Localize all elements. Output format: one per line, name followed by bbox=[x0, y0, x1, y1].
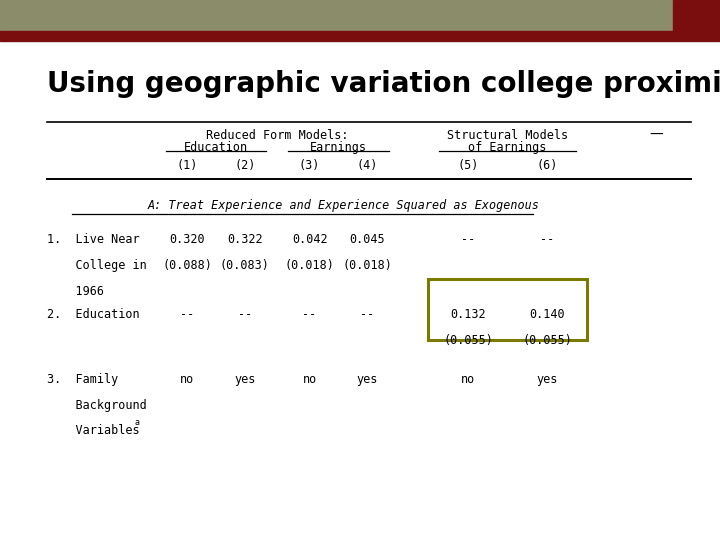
Text: no: no bbox=[302, 373, 317, 386]
Text: 0.320: 0.320 bbox=[169, 233, 205, 246]
Bar bbox=[428, 279, 587, 340]
Bar bbox=[0, 31, 720, 41]
Bar bbox=[673, 0, 720, 31]
Text: Background: Background bbox=[47, 399, 147, 411]
Text: 0.140: 0.140 bbox=[529, 308, 565, 321]
Text: 2.  Education: 2. Education bbox=[47, 308, 140, 321]
Text: (0.018): (0.018) bbox=[342, 259, 392, 272]
Text: no: no bbox=[180, 373, 194, 386]
Text: 0.045: 0.045 bbox=[349, 233, 385, 246]
Text: (0.018): (0.018) bbox=[284, 259, 335, 272]
Text: --: -- bbox=[540, 233, 554, 246]
Text: 3.  Family: 3. Family bbox=[47, 373, 118, 386]
Text: (5): (5) bbox=[457, 159, 479, 172]
Text: --: -- bbox=[180, 308, 194, 321]
Text: yes: yes bbox=[234, 373, 256, 386]
Text: --: -- bbox=[302, 308, 317, 321]
Text: Earnings: Earnings bbox=[310, 141, 367, 154]
Text: (0.088): (0.088) bbox=[162, 259, 212, 272]
Text: --: -- bbox=[238, 308, 252, 321]
Text: (6): (6) bbox=[536, 159, 558, 172]
Text: of Earnings: of Earnings bbox=[469, 141, 546, 154]
Text: Reduced Form Models:: Reduced Form Models: bbox=[206, 129, 348, 141]
Text: (0.055): (0.055) bbox=[443, 334, 493, 347]
Text: 0.132: 0.132 bbox=[450, 308, 486, 321]
Text: Using geographic variation college proximity: Using geographic variation college proxi… bbox=[47, 70, 720, 98]
Text: (2): (2) bbox=[234, 159, 256, 172]
Text: 1966: 1966 bbox=[47, 285, 104, 298]
Text: (0.083): (0.083) bbox=[220, 259, 270, 272]
Text: yes: yes bbox=[536, 373, 558, 386]
Text: (3): (3) bbox=[299, 159, 320, 172]
Text: College in: College in bbox=[47, 259, 147, 272]
Text: 1.  Live Near: 1. Live Near bbox=[47, 233, 140, 246]
Text: 0.322: 0.322 bbox=[227, 233, 263, 246]
Text: A: Treat Experience and Experience Squared as Exogenous: A: Treat Experience and Experience Squar… bbox=[148, 199, 540, 212]
Text: yes: yes bbox=[356, 373, 378, 386]
Text: Education: Education bbox=[184, 141, 248, 154]
Text: a: a bbox=[135, 418, 140, 427]
Text: 0.042: 0.042 bbox=[292, 233, 328, 246]
Text: Structural Models: Structural Models bbox=[447, 129, 568, 141]
Text: no: no bbox=[461, 373, 475, 386]
Bar bbox=[0, 0, 673, 31]
Text: --: -- bbox=[461, 233, 475, 246]
Text: --: -- bbox=[360, 308, 374, 321]
Text: Variables: Variables bbox=[47, 424, 140, 437]
Text: (0.055): (0.055) bbox=[522, 334, 572, 347]
Text: (1): (1) bbox=[176, 159, 198, 172]
Text: —: — bbox=[649, 128, 664, 142]
Text: (4): (4) bbox=[356, 159, 378, 172]
